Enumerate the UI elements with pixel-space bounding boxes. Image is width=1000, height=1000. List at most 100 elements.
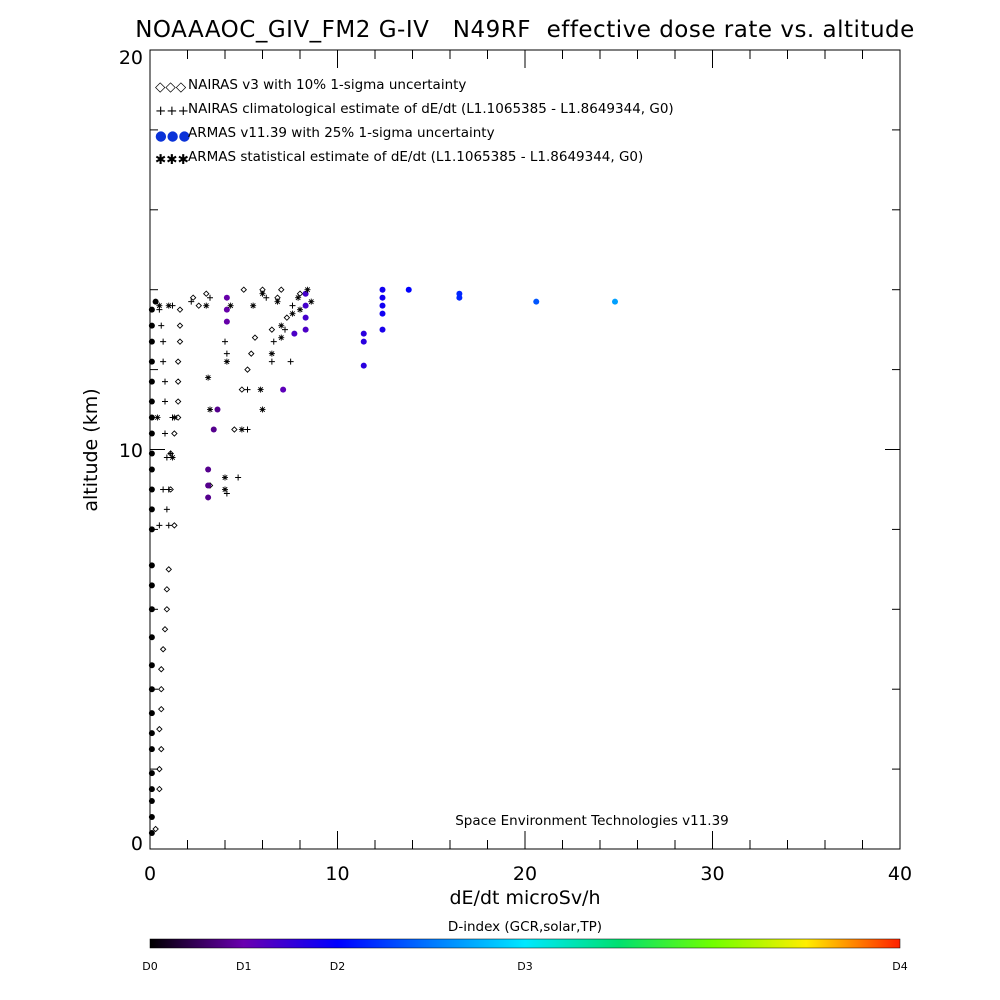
data-point-diamond <box>171 522 178 529</box>
data-point-plus <box>158 322 165 329</box>
data-point-diamond <box>158 705 165 713</box>
data-point-asterisk <box>259 406 266 413</box>
data-point-plus <box>163 506 170 513</box>
data-point-asterisk <box>278 322 285 329</box>
data-point-dot <box>148 814 155 821</box>
y-tick-label: 20 <box>119 47 143 69</box>
colorbar-tick-label: D1 <box>236 960 251 973</box>
data-point-dot <box>148 414 155 421</box>
data-point-dot <box>148 770 155 777</box>
legend-label: NAIRAS v3 with 10% 1-sigma uncertainty <box>188 77 466 93</box>
chart-title: NOAAAOC_GIV_FM2 G-IV N49RF effective dos… <box>135 17 915 43</box>
data-point-plus <box>207 294 213 301</box>
data-point-asterisk <box>156 302 163 309</box>
data-point-dot <box>148 430 155 437</box>
data-point-plus <box>162 378 168 385</box>
data-point-dot <box>148 450 155 457</box>
data-point-dot <box>612 298 618 305</box>
x-tick-label: 10 <box>325 863 349 885</box>
data-point-plus <box>244 386 251 393</box>
data-point-dot <box>379 326 386 333</box>
data-point-dot <box>205 466 212 473</box>
x-tick-label: 30 <box>700 863 724 885</box>
data-point-diamond <box>238 386 246 393</box>
data-point-dot <box>148 710 155 717</box>
data-point-dot <box>148 306 155 313</box>
data-point-dot <box>148 746 155 753</box>
x-tick-label: 0 <box>144 863 156 885</box>
y-tick-label: 10 <box>119 440 143 462</box>
data-point-diamond <box>174 398 182 405</box>
data-point-diamond <box>159 646 167 653</box>
data-point-diamond <box>152 825 159 833</box>
data-point-dot <box>148 786 155 793</box>
data-point-dot <box>148 378 155 385</box>
data-point-dot <box>280 386 287 393</box>
data-point-plus <box>162 430 168 437</box>
data-point-diamond <box>268 326 276 333</box>
data-point-dot <box>148 606 155 613</box>
data-point-diamond <box>203 290 210 297</box>
data-point-asterisk <box>227 302 234 309</box>
data-point-dot <box>148 562 155 569</box>
data-point-dot <box>302 314 309 321</box>
data-point-asterisk <box>274 298 281 305</box>
data-point-dot <box>148 582 155 589</box>
data-point-dot <box>148 486 155 493</box>
data-point-dot <box>302 326 309 333</box>
data-point-diamond <box>171 430 178 437</box>
y-axis-label: altitude (km) <box>80 388 102 511</box>
data-point-dot <box>379 310 386 317</box>
data-point-dot <box>379 302 386 309</box>
data-point-plus <box>160 486 167 493</box>
colorbar-labels: D0 D1 D2 D3 D4 <box>142 960 907 973</box>
colorbar <box>149 938 901 949</box>
data-point-dot <box>148 466 155 473</box>
data-point-diamond <box>195 302 202 309</box>
data-point-diamond <box>174 414 182 421</box>
data-point-diamond <box>156 765 163 773</box>
data-point-plus <box>289 302 296 309</box>
legend-symbol: ◇◇◇ <box>155 79 187 95</box>
data-point-asterisk <box>154 414 161 421</box>
data-point-dot <box>223 306 230 313</box>
legend-label: ARMAS statistical estimate of dE/dt (L1.… <box>188 149 643 165</box>
y-tick-label: 0 <box>131 833 143 855</box>
data-point-dot <box>210 426 217 433</box>
data-point-plus <box>160 338 167 345</box>
data-point-asterisk <box>268 350 275 357</box>
data-point-diamond <box>158 745 165 753</box>
data-point-asterisk <box>238 426 245 433</box>
data-point-asterisk <box>295 294 302 301</box>
colorbar-title: D-index (GCR,solar,TP) <box>448 919 602 935</box>
data-point-diamond <box>161 626 169 633</box>
data-point-dot <box>291 330 298 337</box>
data-point-dot <box>223 318 230 325</box>
data-point-dot <box>214 406 221 413</box>
data-point-dot <box>360 338 367 345</box>
data-point-plus <box>223 350 230 357</box>
data-point-asterisk <box>222 486 228 493</box>
data-point-dot <box>148 358 155 365</box>
data-point-dot <box>152 298 159 305</box>
data-point-diamond <box>158 665 165 673</box>
data-point-asterisk <box>207 406 213 413</box>
legend-symbol: ●●● <box>155 128 191 144</box>
data-point-diamond <box>231 426 238 433</box>
data-point-plus <box>160 358 167 365</box>
axis-ticks <box>149 49 901 850</box>
data-point-dot <box>405 286 412 293</box>
data-point-asterisk <box>165 302 172 309</box>
data-point-plus <box>156 522 163 529</box>
data-point-diamond <box>163 606 171 613</box>
data-point-dot <box>302 302 309 309</box>
data-point-dot <box>148 686 155 693</box>
data-point-asterisk <box>250 302 257 309</box>
data-point-asterisk <box>297 306 303 313</box>
legend: ◇◇◇ NAIRAS v3 with 10% 1-sigma uncertain… <box>155 77 674 168</box>
data-point-asterisk <box>304 286 311 293</box>
data-point-plus <box>162 398 168 405</box>
colorbar-tick-label: D3 <box>517 960 532 973</box>
data-point-diamond <box>244 366 251 373</box>
data-point-dot <box>148 662 155 669</box>
